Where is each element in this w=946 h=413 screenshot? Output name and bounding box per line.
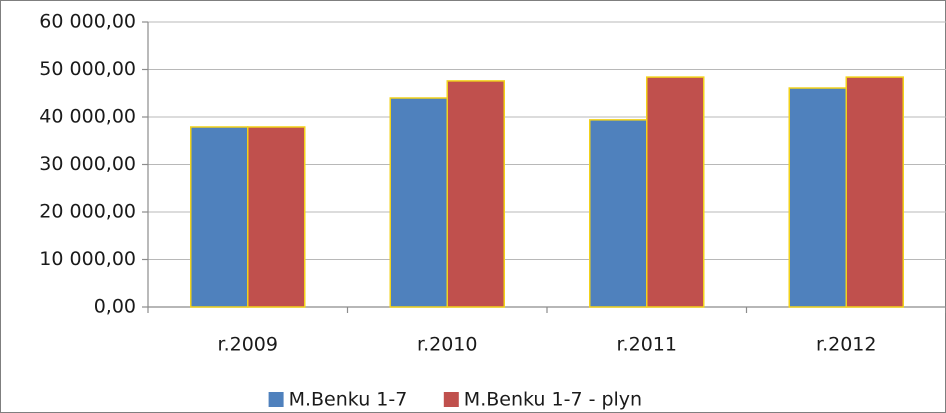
bar — [845, 76, 904, 308]
legend-label: M.Benku 1-7 — [289, 389, 408, 411]
y-tick-label: 40 000,00 — [39, 106, 136, 128]
y-tick-label: 20 000,00 — [39, 201, 136, 223]
x-tick-label: r.2010 — [417, 334, 477, 356]
x-tick-label: r.2011 — [617, 334, 677, 356]
bar — [589, 119, 648, 308]
y-tick-label: 0,00 — [94, 296, 136, 318]
y-tick-label: 60 000,00 — [39, 11, 136, 33]
x-tick-label: r.2012 — [816, 334, 876, 356]
y-tick-label: 50 000,00 — [39, 58, 136, 80]
bar — [646, 76, 705, 308]
bar — [788, 87, 847, 308]
legend-label: M.Benku 1-7 - plyn — [464, 389, 642, 411]
bar — [190, 126, 249, 308]
y-tick-label: 10 000,00 — [39, 248, 136, 270]
bar — [247, 126, 306, 308]
legend-swatch — [443, 392, 459, 407]
legend-swatch — [268, 392, 284, 407]
y-tick-label: 30 000,00 — [39, 153, 136, 175]
bar — [446, 80, 505, 308]
bar — [389, 97, 448, 308]
x-tick-label: r.2009 — [218, 334, 278, 356]
